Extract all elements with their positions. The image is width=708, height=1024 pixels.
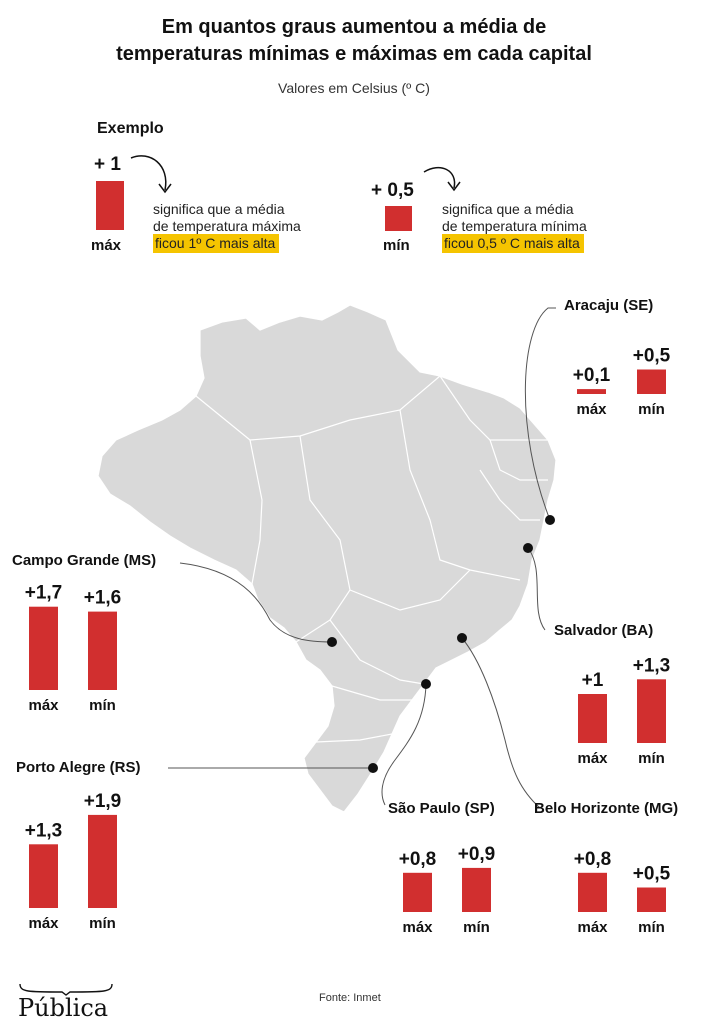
bar-belo-horizonte-min [637,887,666,912]
data-label-belo-horizonte-min: +0,5 [633,864,671,885]
example-min-arrowhead-icon [447,181,461,192]
example-min-bar-label: mín [383,237,410,254]
tick-label-porto-alegre-max: máx [28,915,59,932]
example-min-note-line-1: significa que a média [442,201,574,217]
city-label-salvador: Salvador (BA) [554,622,654,639]
leader-lines [168,307,556,809]
tick-label-belo-horizonte-max: máx [577,919,608,936]
tick-label-belo-horizonte-min: mín [638,919,665,936]
example-min-bar [385,206,412,231]
data-label-salvador-max: +1 [582,670,604,691]
publisher-logo: Pública [18,994,109,1022]
example-max-note-highlight: ficou 1º C mais alta [153,234,280,253]
bar-salvador-min [637,679,666,743]
data-label-belo-horizonte-max: +0,8 [574,849,612,870]
tick-label-campo-grande-min: mín [89,697,116,714]
tick-label-aracaju-max: máx [576,401,607,418]
chart-title: Em quantos graus aumentou a média de tem… [0,14,708,68]
city-dots [327,515,555,773]
bar-aracaju-min [637,369,666,394]
bar-aracaju-max [577,389,606,394]
source-note: Fonte: Inmet [319,992,381,1004]
example-max-note: significa que a média de temperatura máx… [153,201,301,253]
bar-campo-grande-min [88,611,117,690]
logo-brace-icon [19,983,113,996]
leader-line-aracaju [524,307,556,521]
data-label-campo-grande-max: +1,7 [25,583,63,604]
chart-subtitle: Valores em Celsius (º C) [278,80,430,96]
leader-line-belo-horizonte [461,637,541,809]
bar-salvador-max [578,694,607,743]
dot-porto-alegre [368,763,378,773]
example-max-note-line-2: de temperatura máxima [153,218,301,234]
bar-sao-paulo-max [403,872,432,912]
bar-sao-paulo-min [462,867,491,912]
leader-line-campo-grande [179,562,333,643]
data-label-porto-alegre-max: +1,3 [25,820,63,841]
tick-label-salvador-max: máx [577,750,608,767]
title-line-1: Em quantos graus aumentou a média de [161,16,547,38]
data-label-sao-paulo-min: +0,9 [458,844,496,865]
bar-porto-alegre-min [88,814,117,908]
tick-label-sao-paulo-min: mín [463,919,490,936]
tick-label-porto-alegre-min: mín [89,915,116,932]
example-max-arrowhead-icon [158,183,172,194]
city-label-aracaju: Aracaju (SE) [564,297,654,314]
bar-belo-horizonte-max [578,872,607,912]
dot-aracaju [545,515,555,525]
example-min-note: significa que a média de temperatura mín… [442,201,587,253]
example-min-note-highlight: ficou 0,5 º C mais alta [442,234,584,253]
example-max-value: + 1 [94,154,121,175]
data-label-aracaju-min: +0,5 [633,346,671,367]
example-min-value: + 0,5 [371,180,414,201]
data-label-sao-paulo-max: +0,8 [399,849,437,870]
state-borders [195,375,548,743]
dot-salvador [523,543,533,553]
city-label-porto-alegre: Porto Alegre (RS) [16,759,141,776]
brazil-map [97,304,557,813]
data-label-aracaju-max: +0,1 [573,365,611,386]
dot-belo-horizonte [457,633,467,643]
tick-label-sao-paulo-max: máx [402,919,433,936]
city-label-belo-horizonte: Belo Horizonte (MG) [534,800,679,817]
example-min-arrow-icon [423,167,456,189]
city-label-sao-paulo: São Paulo (SP) [388,800,495,817]
data-label-porto-alegre-min: +1,9 [84,791,122,812]
example-min-note-line-2: de temperatura mínima [442,218,587,234]
example-max-note-line-1: significa que a média [153,201,285,217]
city-label-campo-grande: Campo Grande (MS) [12,552,157,569]
example-max-bar-label: máx [91,237,122,254]
data-label-campo-grande-min: +1,6 [84,588,122,609]
tick-label-salvador-min: mín [638,750,665,767]
title-line-2: temperaturas mínimas e máximas em cada c… [116,43,592,65]
dot-sao-paulo [421,679,431,689]
leader-line-sao-paulo [381,683,427,806]
bar-campo-grande-max [29,606,58,690]
tick-label-aracaju-min: mín [638,401,665,418]
example-max-arrow-icon [130,155,167,191]
dot-campo-grande [327,637,337,647]
tick-label-campo-grande-max: máx [28,697,59,714]
bar-porto-alegre-max [29,844,58,908]
data-label-salvador-min: +1,3 [633,655,671,676]
example-heading: Exemplo [97,120,164,137]
leader-line-salvador [527,547,546,631]
example-max-bar [96,181,124,230]
